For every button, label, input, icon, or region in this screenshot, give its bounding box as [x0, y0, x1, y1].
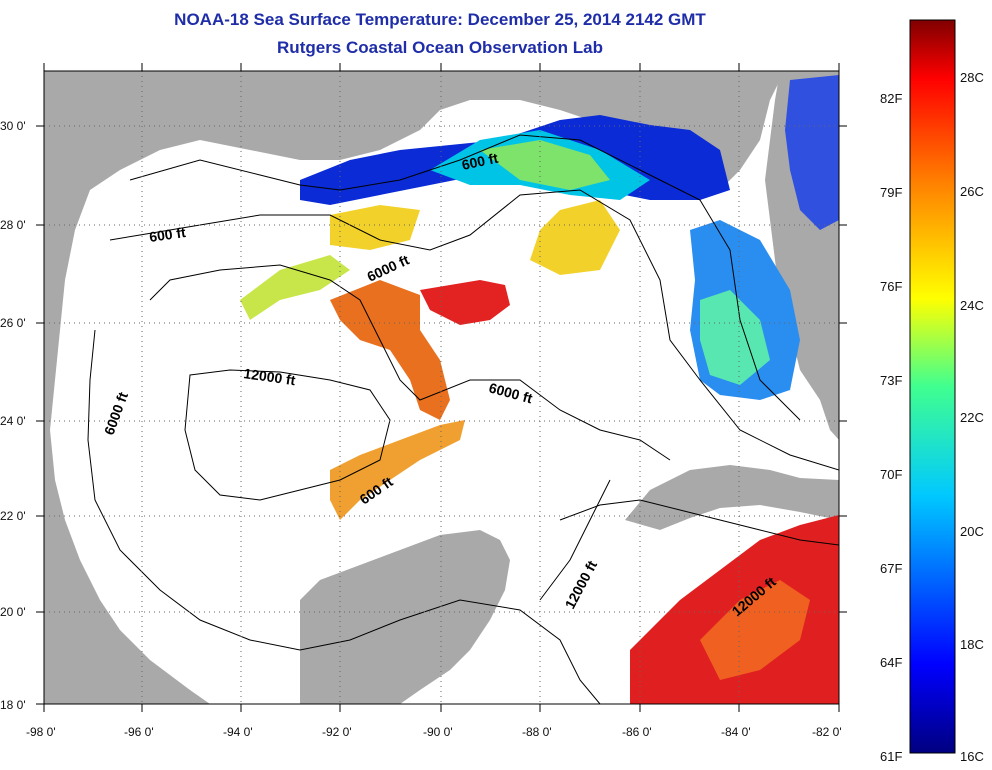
y-tick-label: 18 0' [0, 698, 26, 712]
x-tick-label: -98 0' [26, 725, 56, 739]
x-tick-label: -82 0' [812, 725, 842, 739]
contour-label: 12000 ft [243, 365, 297, 388]
x-tick-label: -96 0' [124, 725, 154, 739]
land-northwest [44, 71, 839, 704]
land-cuba [625, 465, 839, 530]
colorbar-c-label: 20C [960, 524, 984, 539]
y-tick-label: 26 0' [0, 316, 26, 330]
colorbar-f-label: 64F [880, 655, 903, 670]
colorbar-c-label: 22C [960, 410, 984, 425]
y-tick-label: 30 0' [0, 119, 26, 133]
x-tick-label: -94 0' [223, 725, 253, 739]
colorbar-f-label: 79F [880, 185, 903, 200]
x-tick-label: -86 0' [622, 725, 652, 739]
land-yucatan [300, 530, 510, 704]
colorbar-f-label: 67F [880, 561, 903, 576]
x-tick-label: -92 0' [322, 725, 352, 739]
map-subtitle: Rutgers Coastal Ocean Observation Lab [277, 38, 603, 57]
contour-label: 600 ft [148, 224, 187, 245]
colorbar-c-label: 24C [960, 298, 984, 313]
contour-label: 600 ft [460, 150, 499, 173]
y-tick-label: 24 0' [0, 414, 26, 428]
colorbar-c-label: 18C [960, 637, 984, 652]
colorbar-c-label: 26C [960, 184, 984, 199]
colorbar-c-label: 16C [960, 749, 984, 764]
y-tick-label: 22 0' [0, 509, 26, 523]
x-tick-label: -84 0' [721, 725, 751, 739]
y-tick-label: 20 0' [0, 605, 26, 619]
colorbar-c-label: 28C [960, 70, 984, 85]
map-title: NOAA-18 Sea Surface Temperature: Decembe… [174, 10, 706, 29]
x-tick-label: -88 0' [522, 725, 552, 739]
y-tick-label: 28 0' [0, 218, 26, 232]
colorbar-f-label: 61F [880, 749, 903, 764]
x-tick-label: -90 0' [423, 725, 453, 739]
colorbar [909, 19, 956, 754]
colorbar-f-label: 76F [880, 279, 903, 294]
colorbar-f-label: 82F [880, 91, 903, 106]
colorbar-f-label: 73F [880, 373, 903, 388]
colorbar-f-label: 70F [880, 467, 903, 482]
